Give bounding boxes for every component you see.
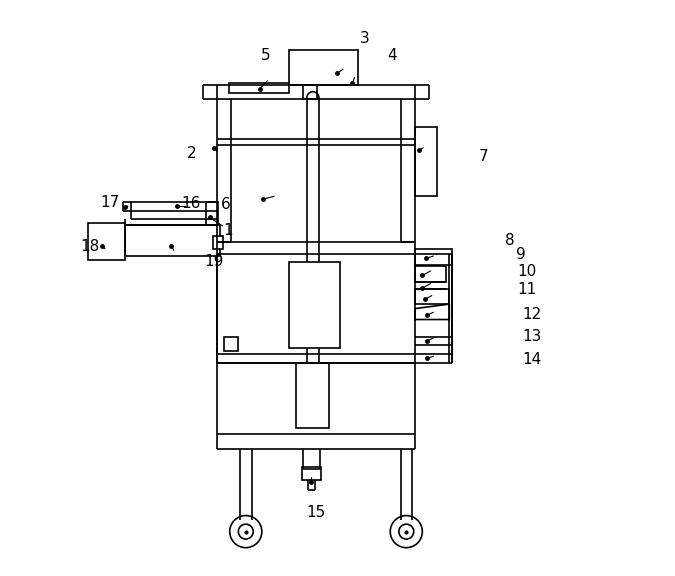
Bar [206,202,218,230]
Text: 2: 2 [186,146,196,161]
Text: 7: 7 [479,149,489,164]
Text: 1: 1 [224,223,234,238]
Text: 15: 15 [306,505,326,520]
Text: 4: 4 [387,48,397,63]
Text: 11: 11 [517,282,537,297]
Bar [229,83,289,93]
Text: 9: 9 [516,247,526,262]
Bar [415,249,452,265]
Bar [289,50,358,85]
Bar [224,337,238,351]
Text: 10: 10 [517,264,537,279]
Text: 8: 8 [505,233,514,248]
Bar [296,362,329,429]
Text: 14: 14 [522,352,542,367]
Text: 6: 6 [221,198,231,213]
Bar [302,467,321,480]
Bar [415,127,437,196]
Text: 13: 13 [522,329,542,344]
Text: 5: 5 [261,48,271,63]
Bar [126,225,220,256]
Text: 12: 12 [522,308,542,323]
Bar [289,262,340,348]
Bar [415,289,450,304]
Text: 19: 19 [205,253,224,268]
Bar [88,223,126,260]
Bar [303,85,317,99]
Text: 18: 18 [80,239,99,254]
Text: 17: 17 [101,195,119,210]
Text: 16: 16 [182,196,201,211]
Bar [213,236,223,249]
Text: 3: 3 [360,31,370,46]
Bar [415,266,446,282]
Bar [306,99,319,403]
